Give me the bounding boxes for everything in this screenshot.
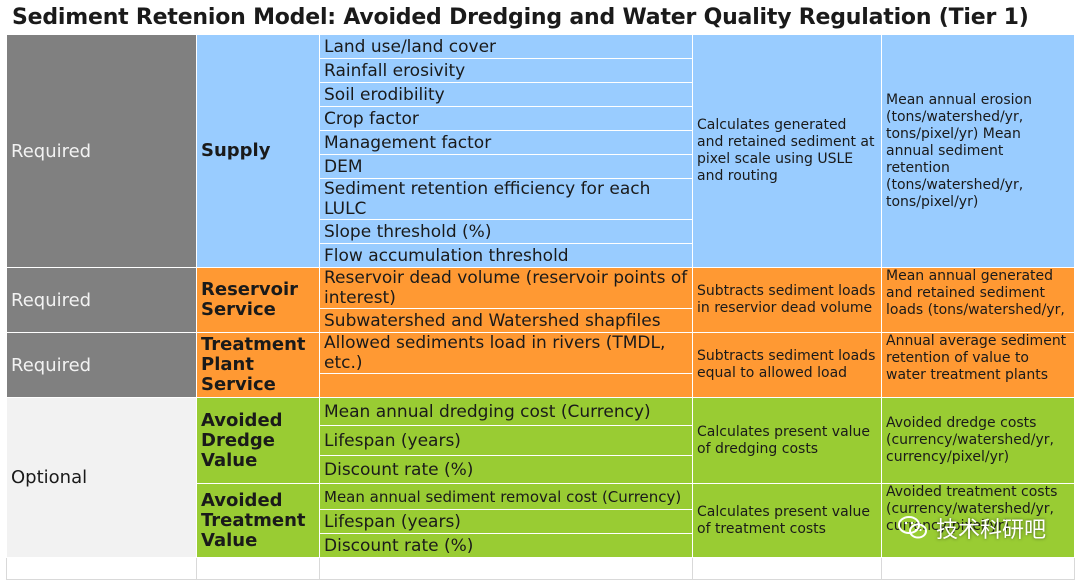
blank-cell — [692, 557, 882, 580]
status-required-reservoir: Required — [6, 267, 197, 333]
output-reservoir: Mean annual generated and retained sedim… — [881, 267, 1075, 333]
group-reservoir-service: Reservoir Service — [196, 267, 320, 333]
input-dem: DEM — [319, 154, 693, 179]
output-treatment: Annual average sediment retention of val… — [881, 332, 1075, 398]
status-required-treatment: Required — [6, 332, 197, 398]
input-slope-threshold: Slope threshold (%) — [319, 219, 693, 244]
output-supply: Mean annual erosion (tons/watershed/yr, … — [881, 34, 1075, 268]
process-supply: Calculates generated and retained sedime… — [692, 34, 882, 268]
watermark: 技术科研吧 — [897, 512, 1046, 544]
blank-cell — [319, 557, 693, 580]
process-dredge: Calculates present value of dredging cos… — [692, 397, 882, 484]
input-watershed-shapefiles: Subwatershed and Watershed shapfiles — [319, 308, 693, 333]
group-supply: Supply — [196, 34, 320, 268]
input-treatment-lifespan: Lifespan (years) — [319, 509, 693, 534]
output-reservoir-text: Mean annual generated and retained sedim… — [886, 268, 1065, 319]
process-treatment: Subtracts sediment loads equal to allowe… — [692, 332, 882, 398]
input-sediment-removal-cost: Mean annual sediment removal cost (Curre… — [319, 483, 693, 510]
input-allowed-sediments-load: Allowed sediments load in rivers (TMDL, … — [319, 332, 693, 374]
process-reservoir: Subtracts sediment loads in reservior de… — [692, 267, 882, 333]
blank-cell — [196, 557, 320, 580]
input-land-use: Land use/land cover — [319, 34, 693, 59]
input-empty — [319, 373, 693, 398]
status-optional: Optional — [6, 397, 197, 558]
page-title: Sediment Retenion Model: Avoided Dredgin… — [12, 5, 1029, 30]
output-treatment-text: Annual average sediment retention of val… — [886, 333, 1067, 384]
input-dredge-discount-rate: Discount rate (%) — [319, 455, 693, 484]
process-treatment-value: Calculates present value of treatment co… — [692, 483, 882, 558]
input-management-factor: Management factor — [319, 130, 693, 155]
wechat-icon — [897, 515, 928, 541]
input-crop-factor: Crop factor — [319, 106, 693, 131]
input-sediment-retention-efficiency: Sediment retention efficiency for each L… — [319, 178, 693, 220]
group-avoided-treatment-value: Avoided Treatment Value — [196, 483, 320, 558]
input-dredge-lifespan: Lifespan (years) — [319, 425, 693, 456]
input-reservoir-dead-volume: Reservoir dead volume (reservoir points … — [319, 267, 693, 309]
input-dredging-cost: Mean annual dredging cost (Currency) — [319, 397, 693, 426]
model-table: Required Supply Land use/land cover Calc… — [6, 34, 1075, 580]
input-soil-erodibility: Soil erodibility — [319, 82, 693, 107]
blank-cell — [881, 557, 1075, 580]
input-rainfall-erosivity: Rainfall erosivity — [319, 58, 693, 83]
blank-cell — [6, 557, 197, 580]
status-required-supply: Required — [6, 34, 197, 268]
input-treatment-discount-rate: Discount rate (%) — [319, 533, 693, 558]
group-avoided-dredge-value: Avoided Dredge Value — [196, 397, 320, 484]
input-flow-accumulation-threshold: Flow accumulation threshold — [319, 243, 693, 268]
output-dredge: Avoided dredge costs (currency/watershed… — [881, 397, 1075, 484]
group-treatment-plant-service: Treatment Plant Service — [196, 332, 320, 398]
output-treatment-value: Avoided treatment costs (currency/waters… — [881, 483, 1075, 558]
watermark-text: 技术科研吧 — [935, 518, 1046, 543]
